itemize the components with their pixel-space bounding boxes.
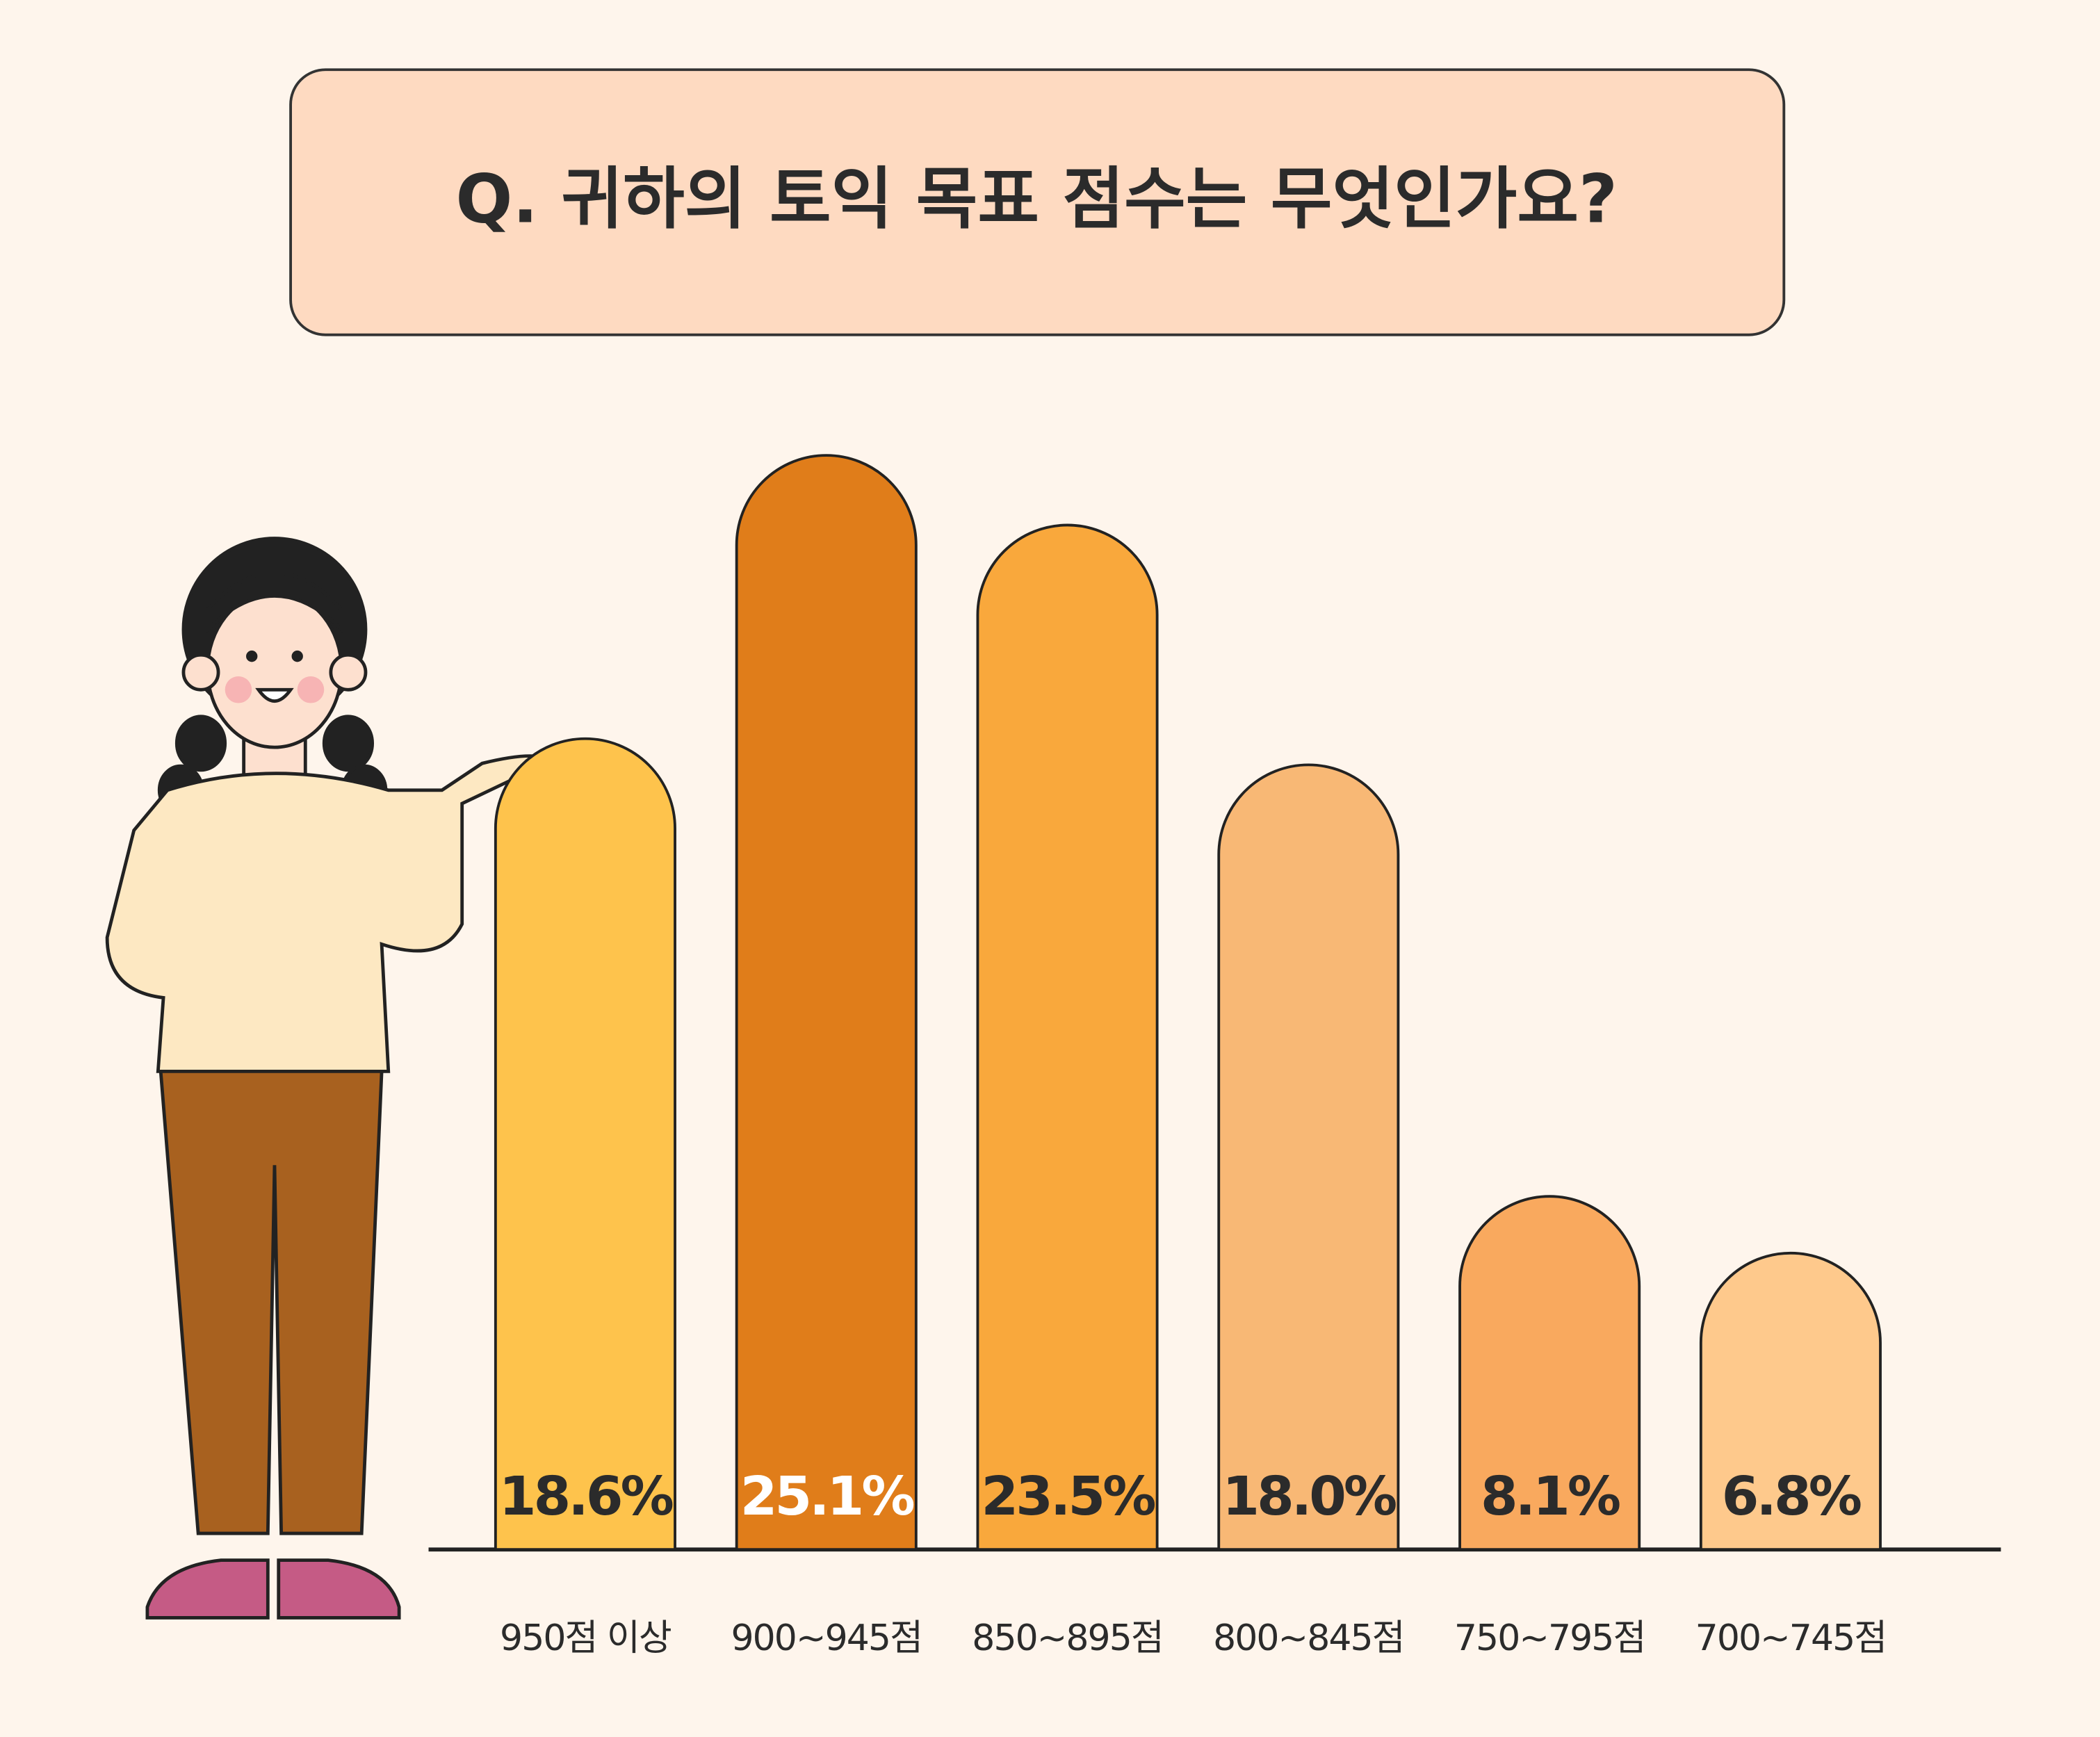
value-label: 25.1% bbox=[740, 1465, 914, 1528]
bar bbox=[494, 737, 676, 1551]
x-tick-label: 850~895점 bbox=[972, 1617, 1163, 1659]
x-tick-label: 750~795점 bbox=[1454, 1617, 1645, 1659]
value-label: 18.6% bbox=[499, 1465, 673, 1528]
title-box bbox=[289, 68, 1786, 336]
x-tick-label: 700~745점 bbox=[1695, 1617, 1887, 1659]
character bbox=[105, 537, 555, 1620]
value-label: 23.5% bbox=[982, 1465, 1155, 1528]
bar bbox=[1699, 1251, 1882, 1551]
value-label: 8.1% bbox=[1481, 1465, 1620, 1528]
x-tick-label: 950점 이상 bbox=[500, 1617, 671, 1659]
chart-title: Q. 귀하의 토익 목표 점수는 무엇인가요? bbox=[456, 160, 1618, 238]
bar bbox=[1458, 1195, 1641, 1551]
x-tick-label: 800~845점 bbox=[1213, 1617, 1404, 1659]
bar bbox=[735, 454, 918, 1551]
x-tick-label: 900~945점 bbox=[731, 1617, 922, 1659]
value-label: 18.0% bbox=[1222, 1465, 1396, 1528]
bar bbox=[1217, 763, 1400, 1551]
bar bbox=[976, 523, 1159, 1551]
value-label: 6.8% bbox=[1722, 1465, 1861, 1528]
